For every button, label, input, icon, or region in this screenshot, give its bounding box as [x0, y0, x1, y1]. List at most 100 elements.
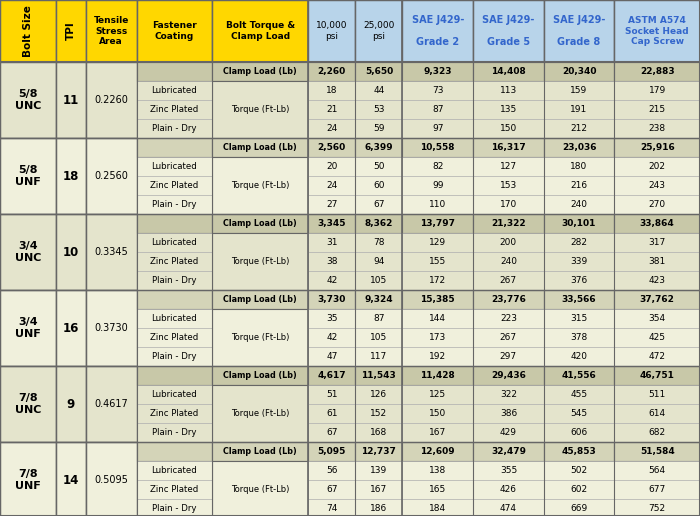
Bar	[212, 461, 308, 516]
Bar	[615, 461, 700, 480]
Bar	[544, 366, 615, 385]
Text: 216: 216	[570, 181, 587, 190]
Bar	[356, 347, 402, 366]
Text: Bolt Torque &
Clamp Load: Bolt Torque & Clamp Load	[225, 22, 295, 41]
Text: 139: 139	[370, 466, 388, 475]
Bar	[402, 119, 473, 138]
Bar	[615, 176, 700, 195]
Text: 2,560: 2,560	[318, 143, 346, 152]
Text: 125: 125	[429, 390, 447, 399]
Bar	[544, 309, 615, 328]
Bar	[356, 480, 402, 499]
Text: Lubricated: Lubricated	[152, 466, 197, 475]
Bar	[308, 138, 356, 157]
Bar	[356, 252, 402, 271]
Bar	[473, 461, 544, 480]
Bar	[212, 157, 308, 214]
Text: Plain - Dry: Plain - Dry	[152, 504, 197, 513]
Bar	[212, 385, 308, 442]
Bar	[615, 271, 700, 290]
Bar	[615, 138, 700, 157]
Bar	[473, 290, 544, 309]
Bar	[615, 252, 700, 271]
Bar	[402, 0, 473, 62]
Text: 0.2560: 0.2560	[94, 171, 128, 181]
Text: 42: 42	[326, 276, 337, 285]
Bar	[356, 423, 402, 442]
Bar	[56, 214, 85, 290]
Bar	[0, 442, 56, 516]
Text: 322: 322	[500, 390, 517, 399]
Text: 202: 202	[649, 162, 666, 171]
Text: 429: 429	[500, 428, 517, 437]
Bar	[137, 157, 212, 176]
Text: 135: 135	[500, 105, 517, 114]
Bar	[308, 309, 356, 328]
Bar	[402, 347, 473, 366]
Text: 2,260: 2,260	[318, 67, 346, 76]
Bar	[308, 290, 356, 309]
Text: 11,543: 11,543	[361, 371, 396, 380]
Bar	[473, 385, 544, 404]
Text: 25,000
psi: 25,000 psi	[363, 22, 395, 41]
Text: 23,776: 23,776	[491, 295, 526, 304]
Bar	[137, 271, 212, 290]
Text: 150: 150	[500, 124, 517, 133]
Bar	[85, 0, 137, 62]
Bar	[308, 328, 356, 347]
Bar	[356, 195, 402, 214]
Text: 105: 105	[370, 276, 388, 285]
Bar	[356, 404, 402, 423]
Bar	[544, 157, 615, 176]
Text: Torque (Ft-Lb): Torque (Ft-Lb)	[231, 181, 289, 190]
Text: Clamp Load (Lb): Clamp Load (Lb)	[223, 447, 297, 456]
Text: 33,864: 33,864	[640, 219, 675, 228]
Bar	[212, 0, 308, 62]
Text: 15,385: 15,385	[421, 295, 455, 304]
Bar	[308, 366, 356, 385]
Bar	[137, 423, 212, 442]
Text: 50: 50	[373, 162, 384, 171]
Text: 67: 67	[373, 200, 384, 209]
Text: 376: 376	[570, 276, 588, 285]
Text: 20,340: 20,340	[562, 67, 596, 76]
Text: 25,916: 25,916	[640, 143, 675, 152]
Text: 152: 152	[370, 409, 388, 418]
Bar	[137, 480, 212, 499]
Text: Torque (Ft-Lb): Torque (Ft-Lb)	[231, 485, 289, 494]
Bar	[137, 309, 212, 328]
Bar	[544, 290, 615, 309]
Bar	[402, 100, 473, 119]
Text: 20: 20	[326, 162, 337, 171]
Text: 56: 56	[326, 466, 337, 475]
Bar	[473, 366, 544, 385]
Bar	[308, 347, 356, 366]
Text: 0.2260: 0.2260	[94, 95, 128, 105]
Text: SAE J429-

Grade 5: SAE J429- Grade 5	[482, 15, 535, 47]
Text: 191: 191	[570, 105, 588, 114]
Text: 282: 282	[570, 238, 587, 247]
Bar	[308, 461, 356, 480]
Bar	[473, 176, 544, 195]
Bar	[0, 214, 56, 290]
Bar	[308, 423, 356, 442]
Text: Lubricated: Lubricated	[152, 86, 197, 95]
Bar	[356, 461, 402, 480]
Text: 153: 153	[500, 181, 517, 190]
Bar	[137, 214, 212, 233]
Text: Zinc Plated: Zinc Plated	[150, 181, 199, 190]
Text: 212: 212	[570, 124, 587, 133]
Bar	[356, 271, 402, 290]
Bar	[308, 233, 356, 252]
Bar	[402, 423, 473, 442]
Bar	[137, 461, 212, 480]
Text: 18: 18	[326, 86, 337, 95]
Bar	[402, 157, 473, 176]
Bar	[473, 442, 544, 461]
Text: 682: 682	[649, 428, 666, 437]
Text: 67: 67	[326, 428, 337, 437]
Text: Fastener
Coating: Fastener Coating	[152, 22, 197, 41]
Bar	[137, 0, 212, 62]
Text: Zinc Plated: Zinc Plated	[150, 409, 199, 418]
Bar	[356, 214, 402, 233]
